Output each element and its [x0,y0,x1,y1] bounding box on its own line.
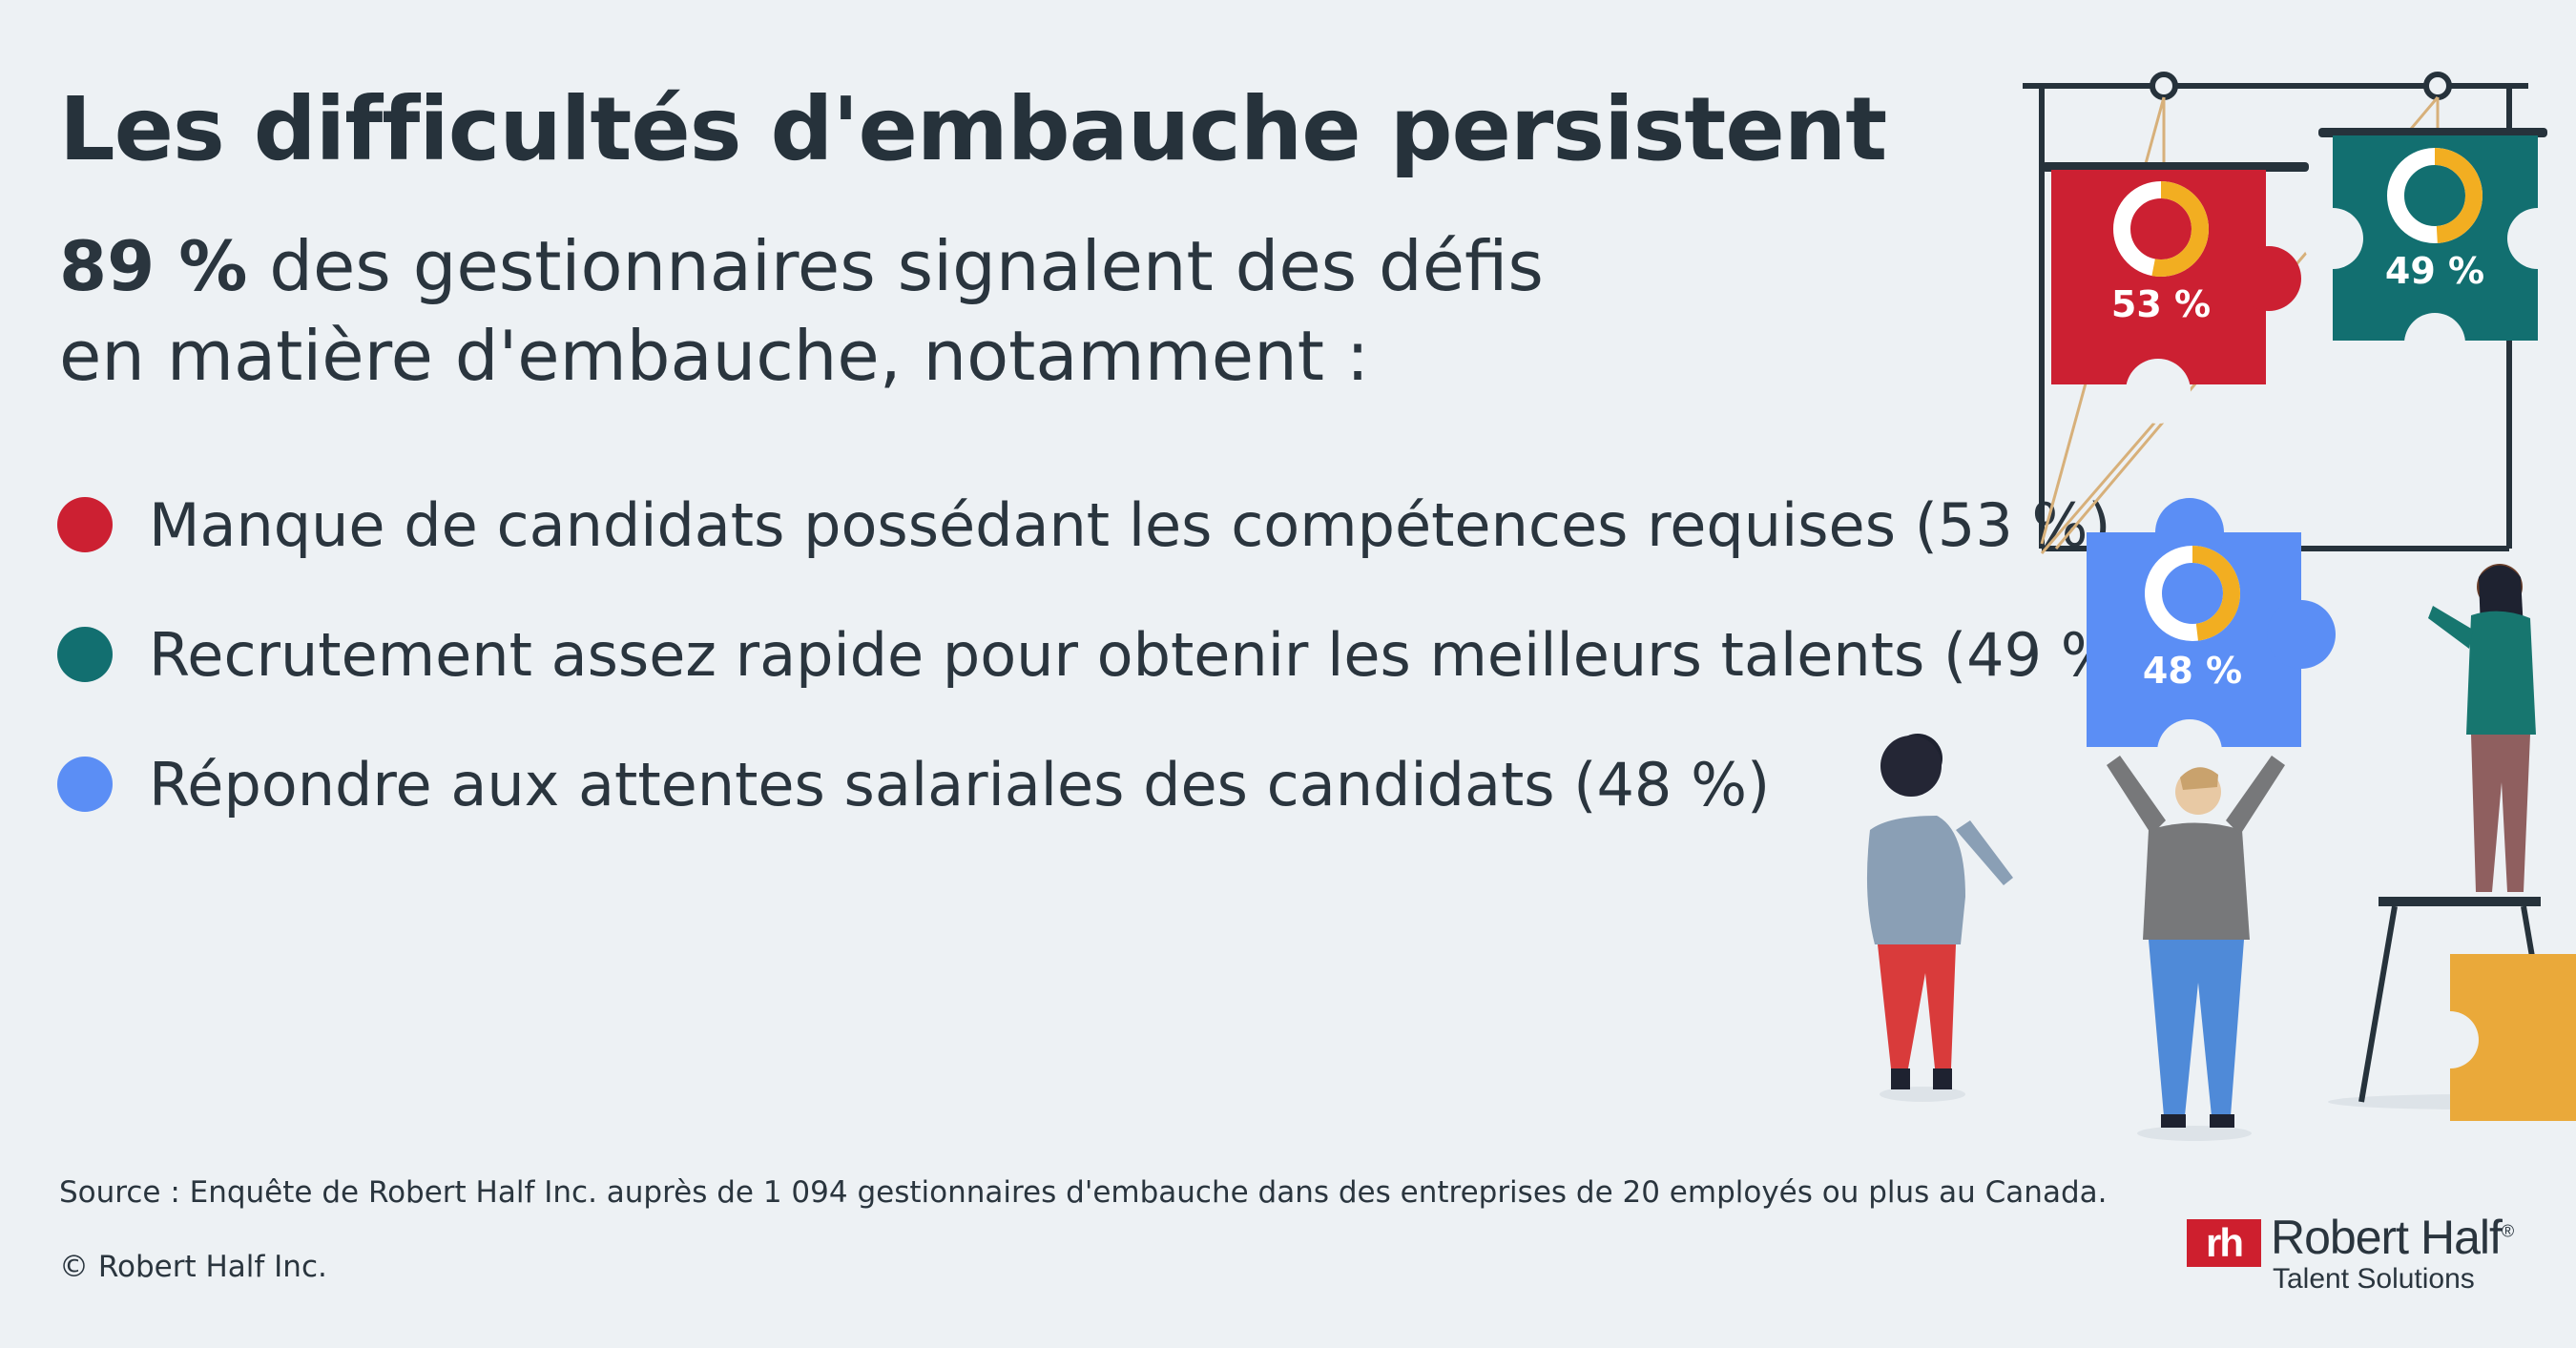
list-item: Manque de candidats possédant les compét… [57,460,2140,590]
source-note: Source : Enquête de Robert Half Inc. aup… [59,1175,2108,1210]
copyright-note: © Robert Half Inc. [59,1250,327,1284]
page-title: Les difficultés d'embauche persistent [59,78,1887,180]
rh-logo-mark: rh [2187,1219,2261,1267]
challenge-list: Manque de candidats possédant les compét… [57,460,2140,849]
donut-value-arc [2145,546,2240,641]
robert-half-logo: rh Robert Half® Talent Solutions [2187,1211,2530,1295]
rail-pulley [2423,72,2452,100]
person-on-ladder [2328,564,2576,1121]
subtitle-lead-stat: 89 % [59,226,248,306]
bullet-text: Recrutement assez rapide pour obtenir le… [149,619,2140,690]
logo-wordmark: Robert Half® [2271,1210,2514,1265]
blue-puzzle-piece: 48 % [2087,498,2336,784]
logo-name-text: Robert Half [2271,1211,2503,1264]
logo-tagline: Talent Solutions [2273,1263,2475,1295]
person-pointing-left [1866,734,2013,1102]
rail-pulley [2150,72,2178,100]
teal-puzzle-piece: 49 % [2302,128,2568,374]
registered-mark: ® [2501,1221,2514,1241]
subtitle-line1: des gestionnaires signalent des défis [247,226,1544,306]
person-holding-piece [2107,756,2285,1141]
donut-value-arc [2387,148,2483,243]
bullet-text: Manque de candidats possédant les compét… [149,489,2111,560]
teal-bullet-dot [57,627,113,682]
blue-piece-percent-label: 48 % [2143,650,2242,692]
blue-bullet-dot [57,757,113,812]
teal-piece-percent-label: 49 % [2385,250,2484,292]
list-item: Recrutement assez rapide pour obtenir le… [57,590,2140,719]
donut-value-arc [2113,181,2209,277]
list-item: Répondre aux attentes salariales des can… [57,719,2140,849]
red-bullet-dot [57,497,113,552]
subtitle-line2: en matière d'embauche, notamment : [59,316,1370,396]
red-puzzle-piece: 53 % [2042,162,2309,424]
subtitle: 89 % des gestionnaires signalent des déf… [59,221,1681,401]
red-piece-percent-label: 53 % [2111,283,2211,325]
puzzle-illustration: 53 % 49 % 48 % [1866,72,2576,1141]
bullet-text: Répondre aux attentes salariales des can… [149,749,1771,819]
